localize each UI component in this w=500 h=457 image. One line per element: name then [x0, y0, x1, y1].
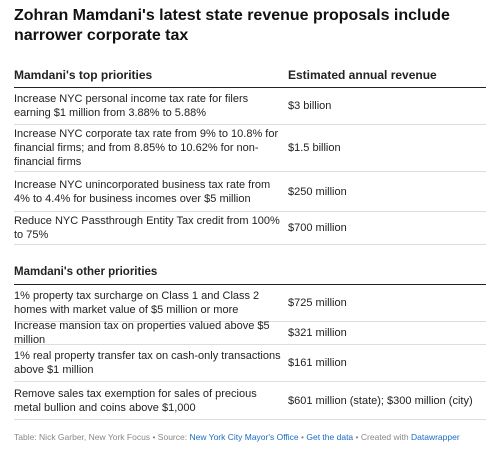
table-cell: 1% property tax surcharge on Class 1 and… — [14, 290, 260, 316]
title: Zohran Mamdani's latest state revenue pr… — [14, 7, 450, 44]
table-cell: $725 million — [288, 297, 347, 309]
separator: • — [355, 432, 359, 442]
table-cell: Increase NYC corporate tax rate from 9% … — [14, 128, 279, 168]
table-cell: Increase NYC unincorporated business tax… — [14, 178, 271, 205]
section-header: Mamdani's other priorities — [14, 259, 486, 285]
table-cell: $1.5 billion — [288, 142, 341, 154]
table-cell: $601 million (state); $300 million (city… — [288, 394, 473, 407]
separator: • — [152, 432, 156, 442]
source-link[interactable]: New York City Mayor's Office — [189, 432, 299, 442]
table-cell: Reduce NYC Passthrough Entity Tax credit… — [14, 215, 280, 241]
table-row: Increase mansion tax on properties value… — [14, 320, 486, 346]
header-cell: Estimated annual revenue — [288, 67, 437, 82]
table-row: Increase NYC personal income tax rate fo… — [14, 88, 486, 125]
datawrapper-link[interactable]: Datawrapper — [411, 432, 460, 442]
created-label: Created with — [360, 432, 409, 442]
byline: Table: Nick Garber, New York Focus — [14, 432, 151, 442]
table-row: Increase NYC corporate tax rate from 9% … — [14, 125, 486, 172]
table-cell: Remove sales tax exemption for sales of … — [14, 387, 257, 414]
source-label: Source: — [157, 432, 188, 442]
table-cell: $321 million — [288, 327, 347, 339]
table-cell: $3 billion — [288, 100, 332, 112]
table-cell: Increase mansion tax on properties value… — [14, 320, 270, 346]
table-cell: $700 million — [288, 222, 347, 234]
footer: Table: Nick Garber, New York Focus • Sou… — [14, 432, 460, 442]
table-cell: $161 million — [288, 357, 347, 369]
table-body: Increase NYC personal income tax rate fo… — [14, 88, 486, 420]
section-title: Mamdani's other priorities — [14, 265, 158, 278]
table-row: Reduce NYC Passthrough Entity Tax credit… — [14, 212, 486, 245]
header-row: Mamdani's top priorities Estimated annua… — [14, 62, 486, 88]
table-cell: $250 million — [288, 185, 347, 198]
table-row: Increase NYC unincorporated business tax… — [14, 172, 486, 212]
table-cell: 1% real property transfer tax on cash-on… — [14, 350, 281, 376]
table-row: Remove sales tax exemption for sales of … — [14, 382, 486, 420]
table-cell: Increase NYC personal income tax rate fo… — [14, 93, 249, 119]
table-row: 1% property tax surcharge on Class 1 and… — [14, 285, 486, 322]
table-row: 1% real property transfer tax on cash-on… — [14, 345, 486, 382]
get-data-link[interactable]: Get the data — [306, 432, 354, 442]
separator: • — [301, 432, 304, 442]
header-cell: Mamdani's top priorities — [14, 67, 153, 82]
